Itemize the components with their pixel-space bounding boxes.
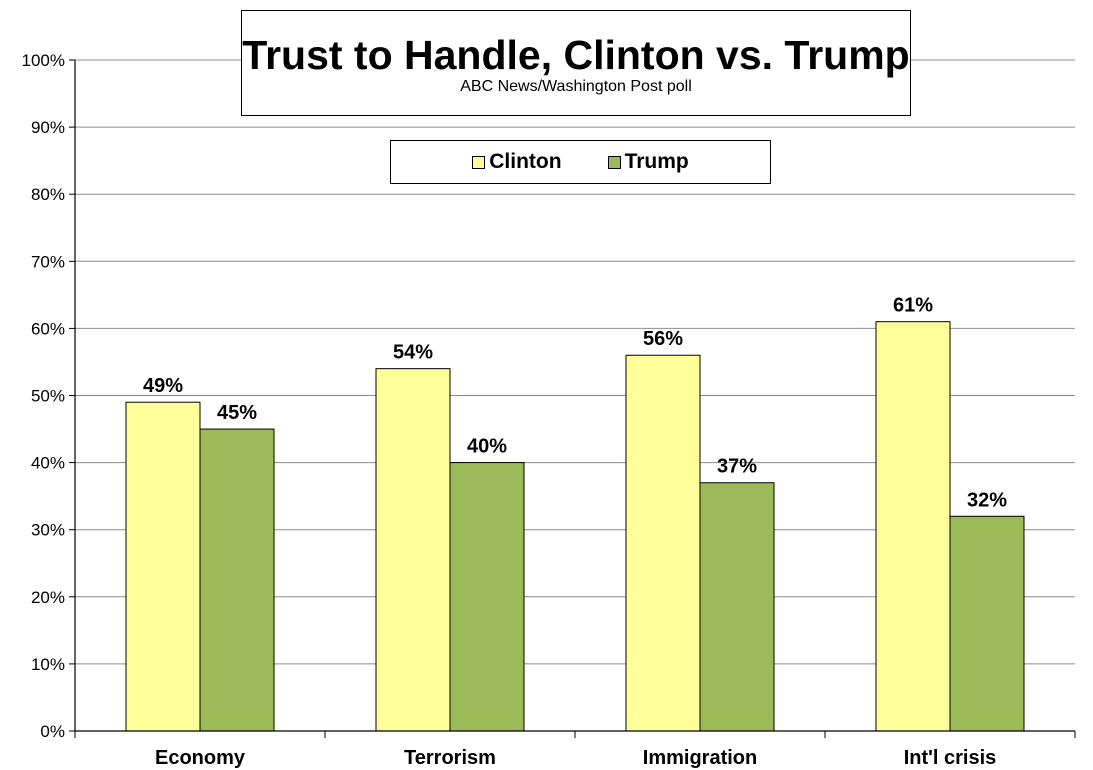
bar-clinton-3 xyxy=(625,354,701,732)
legend-item-trump: Trump xyxy=(607,150,689,174)
y-tick-label: 60% xyxy=(31,319,65,338)
y-tick-label: 70% xyxy=(31,252,65,271)
data-label: 61% xyxy=(893,295,933,317)
y-tick-label: 10% xyxy=(31,655,65,674)
y-tick-label: 50% xyxy=(31,387,65,406)
y-tick-label: 0% xyxy=(40,722,65,741)
legend-label-clinton: Clinton xyxy=(489,150,562,173)
bars xyxy=(125,321,1025,732)
bar-clinton-4 xyxy=(875,321,951,732)
legend-label-trump: Trump xyxy=(624,150,689,173)
legend-swatch-trump xyxy=(607,155,621,169)
bar-trump-1 xyxy=(199,428,275,732)
data-label: 45% xyxy=(217,402,257,424)
x-tick-label: Economy xyxy=(155,747,246,769)
bar-clinton-2 xyxy=(375,368,451,732)
chart-title: Trust to Handle, Clinton vs. Trump xyxy=(242,32,910,78)
y-tick-label: 80% xyxy=(31,185,65,204)
chart-title-box: Trust to Handle, Clinton vs. Trump ABC N… xyxy=(241,10,911,116)
bar-trump-3 xyxy=(699,482,775,732)
data-label: 56% xyxy=(643,328,683,350)
bar-trump-4 xyxy=(949,515,1025,732)
data-label: 49% xyxy=(143,375,183,397)
bar-trump-2 xyxy=(449,462,525,732)
data-labels: 49% 45% 54% 40% 56% 37% 61% 32% xyxy=(143,295,1007,512)
y-tick-label: 100% xyxy=(22,51,65,70)
bar-clinton-1 xyxy=(125,401,201,732)
legend-item-clinton: Clinton xyxy=(472,150,562,174)
y-tick-label: 90% xyxy=(31,118,65,137)
x-tick-label: Terrorism xyxy=(404,747,496,769)
y-tick-label: 20% xyxy=(31,588,65,607)
data-label: 32% xyxy=(967,489,1007,511)
y-tick-label: 40% xyxy=(31,454,65,473)
legend: Clinton Trump xyxy=(390,140,771,184)
y-tick-label: 30% xyxy=(31,521,65,540)
x-tick-label: Int'l crisis xyxy=(904,747,997,769)
data-label: 37% xyxy=(717,456,757,478)
data-label: 54% xyxy=(393,342,433,364)
data-label: 40% xyxy=(467,436,507,458)
chart-subtitle: ABC News/Washington Post poll xyxy=(460,78,692,95)
legend-swatch-clinton xyxy=(472,155,486,169)
x-tick-label: Immigration xyxy=(643,747,757,769)
axes: 0% 10% 20% 30% 40% 50% 60% 70% 80% 90% 100% Economy… xyxy=(22,51,1076,769)
